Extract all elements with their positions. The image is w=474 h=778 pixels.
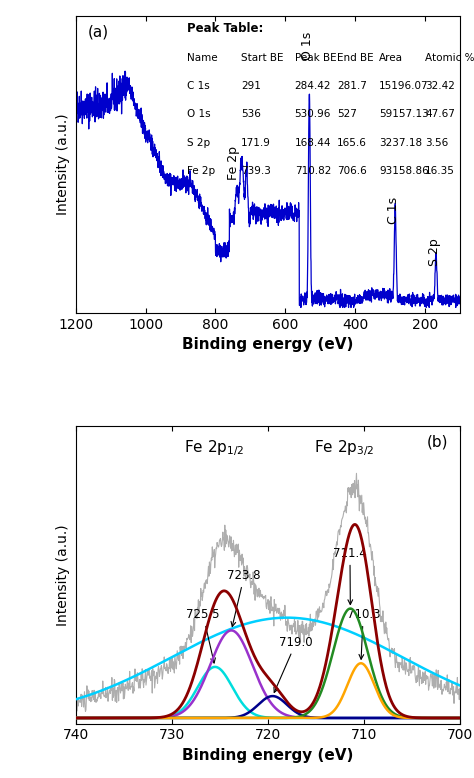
- Text: (a): (a): [87, 24, 109, 40]
- Text: O 1s: O 1s: [301, 32, 314, 60]
- Text: S 2p: S 2p: [187, 138, 210, 148]
- Text: 171.9: 171.9: [241, 138, 271, 148]
- Text: 527: 527: [337, 109, 357, 119]
- Text: Atomic %: Atomic %: [425, 53, 474, 63]
- Text: 3237.18: 3237.18: [379, 138, 422, 148]
- Text: 32.42: 32.42: [425, 81, 455, 91]
- X-axis label: Binding energy (eV): Binding energy (eV): [182, 338, 354, 352]
- Y-axis label: Intensity (a.u.): Intensity (a.u.): [56, 114, 70, 215]
- Text: C 1s: C 1s: [387, 197, 400, 224]
- Text: 536: 536: [241, 109, 261, 119]
- Text: 530.96: 530.96: [295, 109, 331, 119]
- Text: S 2p: S 2p: [428, 238, 441, 266]
- Text: 47.67: 47.67: [425, 109, 455, 119]
- Text: Fe 2p$_{3/2}$: Fe 2p$_{3/2}$: [314, 438, 375, 458]
- Text: End BE: End BE: [337, 53, 374, 63]
- Text: Fe 2p$_{1/2}$: Fe 2p$_{1/2}$: [184, 438, 244, 458]
- Text: 165.6: 165.6: [337, 138, 367, 148]
- Text: C 1s: C 1s: [187, 81, 210, 91]
- Text: 16.35: 16.35: [425, 166, 455, 176]
- Text: 284.42: 284.42: [295, 81, 331, 91]
- Text: O 1s: O 1s: [187, 109, 211, 119]
- X-axis label: Binding energy (eV): Binding energy (eV): [182, 748, 354, 763]
- Text: 710.82: 710.82: [295, 166, 331, 176]
- Text: 291: 291: [241, 81, 261, 91]
- Text: Start BE: Start BE: [241, 53, 283, 63]
- Text: 59157.13: 59157.13: [379, 109, 429, 119]
- Text: Name: Name: [187, 53, 218, 63]
- Text: 711.4: 711.4: [333, 547, 367, 605]
- Text: Peak BE: Peak BE: [295, 53, 337, 63]
- Text: 723.8: 723.8: [228, 569, 261, 626]
- Text: 93158.86: 93158.86: [379, 166, 429, 176]
- Y-axis label: Intensity (a.u.): Intensity (a.u.): [56, 524, 70, 626]
- Text: 15196.07: 15196.07: [379, 81, 429, 91]
- Text: 706.6: 706.6: [337, 166, 367, 176]
- Text: 3.56: 3.56: [425, 138, 448, 148]
- Text: 281.7: 281.7: [337, 81, 367, 91]
- Text: 168.44: 168.44: [295, 138, 331, 148]
- Text: Area: Area: [379, 53, 403, 63]
- Text: 739.3: 739.3: [241, 166, 271, 176]
- Text: Peak Table:: Peak Table:: [187, 22, 264, 34]
- Text: 725.5: 725.5: [186, 608, 220, 663]
- Text: Fe 2p: Fe 2p: [187, 166, 215, 176]
- Text: (b): (b): [427, 435, 448, 450]
- Text: Fe 2p: Fe 2p: [227, 145, 240, 180]
- Text: 719.0: 719.0: [274, 636, 313, 692]
- Text: 710.3: 710.3: [346, 608, 380, 659]
